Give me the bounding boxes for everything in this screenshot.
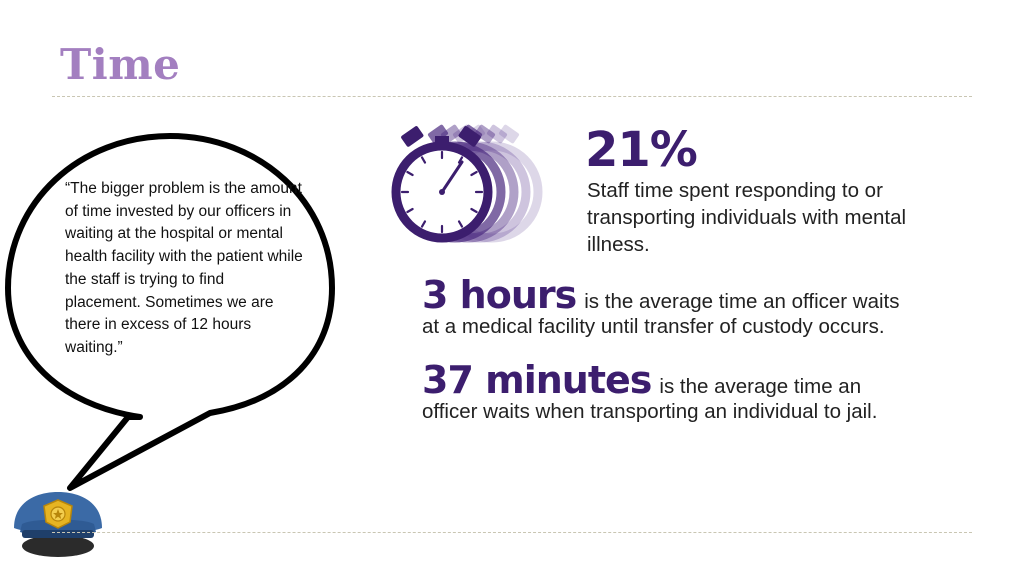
stat-3-hours-value: 3 hours — [422, 273, 577, 317]
page-title: Time — [60, 40, 181, 89]
stat-21-percent-text: Staff time spent responding to or transp… — [587, 179, 907, 256]
stat-37-minutes-line1: is the average time an — [659, 375, 862, 398]
police-cap-icon — [14, 492, 102, 557]
stat-3-hours-line1: is the average time an officer waits — [584, 290, 900, 313]
stat-37-minutes: 37 minutes is the average time an officer… — [422, 358, 982, 424]
stat-3-hours: 3 hours is the average time an officer wa… — [422, 273, 982, 339]
bottom-divider — [52, 532, 972, 533]
stat-37-minutes-line2: officer waits when transporting an indiv… — [422, 400, 878, 423]
stat-37-minutes-value: 37 minutes — [422, 358, 652, 402]
stat-21-percent-value: 21% — [585, 122, 698, 178]
speech-bubble-icon — [5, 133, 335, 491]
officer-quote: “The bigger problem is the amount of tim… — [65, 180, 303, 356]
top-divider — [52, 96, 972, 97]
stopwatch-icon — [391, 124, 543, 243]
stat-3-hours-line2: at a medical facility until transfer of … — [422, 315, 885, 338]
